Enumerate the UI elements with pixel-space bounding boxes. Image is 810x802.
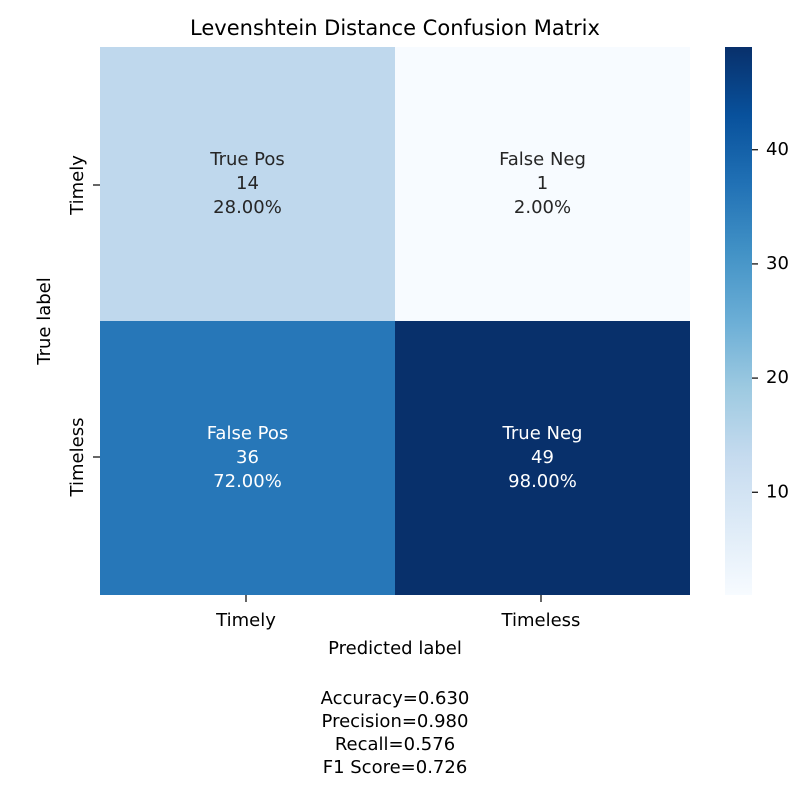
x-tick-label-timely: Timely (215, 610, 276, 631)
colorbar-tick-label: 40 (766, 139, 789, 160)
cell-count-label: 14 (236, 173, 259, 194)
colorbar: 10 20 30 40 (725, 47, 789, 595)
cell-name-label: True Pos (209, 149, 285, 170)
cell-percent-label: 28.00% (213, 197, 282, 218)
y-tick-label-timely: Timely (67, 155, 88, 216)
metric-line: F1 Score=0.726 (323, 757, 468, 778)
heatmap-cell-true-pos (100, 47, 395, 321)
y-tick-label-timeless: Timeless (67, 418, 88, 498)
colorbar-ticks: 10 20 30 40 (752, 139, 789, 502)
heatmap-cell-labels: True Pos 14 28.00% False Neg 1 2.00% False Pos… (207, 149, 586, 492)
cell-name-label: False Neg (499, 149, 586, 170)
heatmap-cell-false-pos (100, 321, 395, 595)
metric-line: Accuracy=0.630 (321, 688, 470, 709)
metrics-block: Accuracy=0.630Precision=0.980Recall=0.57… (321, 688, 470, 778)
cell-name-label: False Pos (207, 423, 289, 444)
chart-title: Levenshtein Distance Confusion Matrix (190, 16, 600, 40)
y-axis: Timely Timeless True label (34, 155, 100, 498)
colorbar-tick-label: 10 (766, 481, 789, 502)
metric-line: Recall=0.576 (335, 734, 455, 755)
cell-percent-label: 98.00% (508, 471, 577, 492)
x-axis-label: Predicted label (328, 638, 462, 659)
cell-count-label: 1 (537, 173, 548, 194)
colorbar-gradient (725, 47, 752, 595)
cell-percent-label: 2.00% (514, 197, 571, 218)
cell-percent-label: 72.00% (213, 471, 282, 492)
heatmap-cell-true-neg (395, 321, 690, 595)
cell-count-label: 36 (236, 447, 259, 468)
colorbar-tick-label: 30 (766, 253, 789, 274)
x-tick-label-timeless: Timeless (501, 610, 581, 631)
cell-count-label: 49 (531, 447, 554, 468)
cell-name-label: True Neg (502, 423, 583, 444)
heatmap-cell-false-neg (395, 47, 690, 321)
x-axis: Timely Timeless Predicted label (215, 595, 580, 659)
colorbar-tick-label: 20 (766, 367, 789, 388)
heatmap-cells (100, 47, 690, 595)
y-axis-label: True label (34, 277, 55, 366)
metric-line: Precision=0.980 (322, 711, 469, 732)
